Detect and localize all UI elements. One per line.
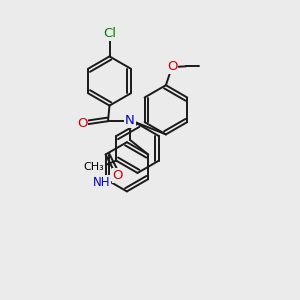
- Text: N: N: [125, 114, 135, 127]
- Text: O: O: [167, 60, 178, 73]
- Text: CH₃: CH₃: [83, 162, 104, 172]
- Text: O: O: [77, 117, 88, 130]
- Text: Cl: Cl: [103, 27, 116, 40]
- Text: O: O: [112, 169, 123, 182]
- Text: NH: NH: [93, 176, 111, 189]
